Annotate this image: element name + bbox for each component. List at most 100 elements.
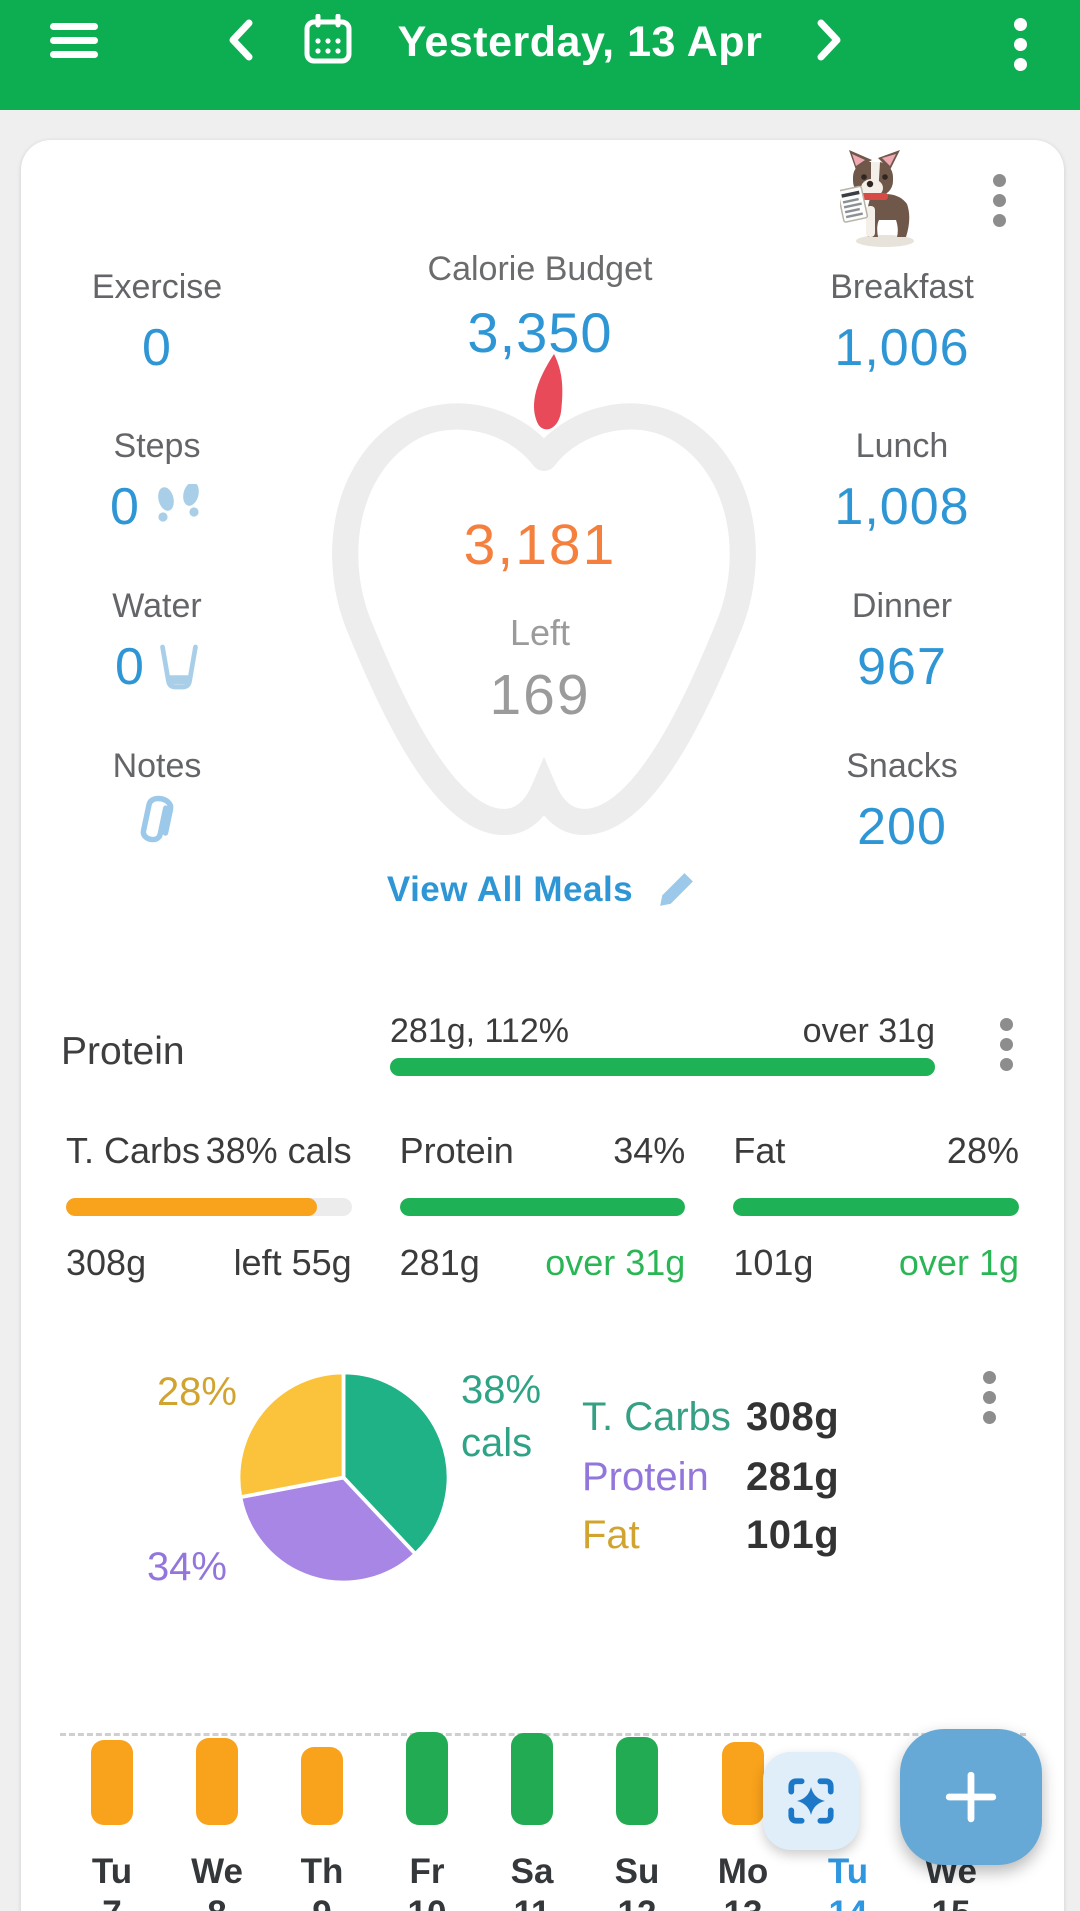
date-title[interactable]: Yesterday, 13 Apr [397, 18, 763, 66]
bar-day-we-8[interactable]: We 8 [181, 1720, 253, 1911]
bar-day-sa-11[interactable]: Sa 11 [496, 1720, 568, 1911]
day-number: 11 [496, 1894, 568, 1911]
day-label: We [191, 1852, 243, 1891]
calorie-budget-label: Calorie Budget [427, 250, 653, 288]
macro-label: Fat [733, 1130, 786, 1171]
water-glass-icon [160, 644, 198, 690]
day-number: 9 [286, 1894, 358, 1911]
legend-row-fat: Fat 101g [582, 1513, 839, 1558]
kebab-dot [1000, 1058, 1013, 1071]
calories-left-value: 169 [489, 663, 591, 727]
bar-day-tu-7[interactable]: Tu 7 [76, 1720, 148, 1911]
day-number: 13 [707, 1894, 779, 1911]
macro-status: left 55g [233, 1242, 352, 1283]
stat-value: 0 [27, 637, 287, 697]
calendar-button[interactable] [303, 13, 353, 71]
macro-bar [399, 1198, 686, 1216]
meal-label: Breakfast [830, 268, 974, 306]
day-number: 14 [812, 1894, 884, 1911]
day-number: 12 [601, 1894, 673, 1911]
next-day-button[interactable] [812, 18, 846, 67]
macro-summary-row: T. Carbs 38% cals 308g left 55g Protein … [66, 1130, 1019, 1284]
meal-value: 1,006 [834, 319, 970, 377]
kebab-dot [983, 1371, 996, 1384]
pie-icon [236, 1370, 451, 1585]
stat-label: Exercise [91, 268, 223, 306]
pie-callout-fat: 28% [156, 1370, 237, 1414]
summary-overflow-menu-button[interactable] [987, 168, 1012, 233]
calorie-budget-value[interactable]: 3,350 [467, 301, 613, 364]
legend-label: T. Carbs [582, 1395, 731, 1439]
legend-row-carbs: T. Carbs 308g [582, 1395, 839, 1440]
protein-overflow-menu-button[interactable] [994, 1012, 1019, 1077]
view-all-meals-link[interactable]: View All Meals [351, 870, 731, 910]
pie-overflow-menu-button[interactable] [977, 1365, 1002, 1430]
meal-label: Lunch [855, 427, 949, 465]
macro-amount: 281g [399, 1242, 480, 1283]
header-overflow-menu-button[interactable] [1008, 12, 1033, 77]
calorie-bar [91, 1740, 133, 1825]
meal-label: Dinner [851, 587, 953, 625]
macro-percent: 28% [946, 1130, 1019, 1171]
footprints-icon [158, 484, 199, 522]
day-number: 8 [181, 1894, 253, 1911]
kebab-dot [1014, 58, 1027, 71]
calories-consumed: 3,181 [463, 513, 617, 577]
kebab-dot [1014, 38, 1027, 51]
stat-value: 0 [27, 477, 287, 537]
macro-bar [733, 1198, 1019, 1216]
macro-pie-chart [231, 1365, 456, 1590]
legend-label: Fat [582, 1513, 640, 1557]
bar-day-fr-10[interactable]: Fr 10 [391, 1720, 463, 1911]
paperclip-icon [140, 795, 174, 843]
add-food-button[interactable] [900, 1729, 1042, 1865]
chevron-left-icon [229, 19, 253, 61]
macro-status: over 31g [545, 1242, 686, 1283]
bar-day-su-12[interactable]: Su 12 [601, 1720, 673, 1911]
meal-label: Snacks [846, 747, 958, 785]
pie-callout-carbs: 38% cals [461, 1368, 542, 1465]
macro-bar [66, 1198, 352, 1216]
macro-percent: 38% cals [205, 1130, 352, 1171]
chevron-right-icon [817, 19, 841, 61]
day-number: 7 [76, 1894, 148, 1911]
macro-protein-tile: Protein 34% 281g over 31g [399, 1130, 686, 1284]
day-label: Fr [409, 1852, 445, 1891]
bar-day-th-9[interactable]: Th 9 [286, 1720, 358, 1911]
app-header: Yesterday, 13 Apr [0, 0, 1080, 110]
kebab-dot [1000, 1018, 1013, 1031]
day-label: Sa [510, 1852, 554, 1891]
legend-value: 281g [746, 1455, 840, 1499]
pencil-edit-icon [660, 873, 694, 906]
apple-progress-icon [314, 354, 774, 836]
kebab-dot [993, 174, 1006, 187]
mascot-avatar[interactable] [837, 148, 926, 248]
legend-label: Protein [582, 1455, 709, 1499]
hamburger-icon [50, 23, 98, 58]
scan-food-button[interactable] [763, 1752, 859, 1850]
calorie-bar [722, 1742, 764, 1825]
hamburger-menu-button[interactable] [50, 22, 98, 65]
protein-progress-bar [390, 1058, 935, 1076]
macro-carbs-tile: T. Carbs 38% cals 308g left 55g [66, 1130, 352, 1284]
day-label: Mo [717, 1852, 769, 1891]
macro-amount: 101g [733, 1242, 814, 1283]
day-number: 10 [391, 1894, 463, 1911]
bar-day-tu-14[interactable]: Tu 14 [812, 1720, 884, 1911]
prev-day-button[interactable] [224, 18, 258, 67]
calorie-bar [616, 1737, 658, 1825]
kebab-dot [993, 194, 1006, 207]
stat-value: 0 [142, 319, 172, 377]
kebab-dot [983, 1391, 996, 1404]
calorie-bar [196, 1738, 238, 1825]
stat-label: Water [112, 587, 202, 625]
kebab-dot [993, 214, 1006, 227]
scan-sparkle-icon [788, 1778, 834, 1824]
macro-label: T. Carbs [66, 1130, 201, 1171]
legend-value: 101g [746, 1513, 840, 1557]
legend-row-protein: Protein 281g [582, 1455, 839, 1500]
bar-day-mo-13[interactable]: Mo 13 [707, 1720, 779, 1911]
calories-left-label: Left [509, 612, 571, 653]
plus-icon [945, 1771, 997, 1823]
calorie-bar [406, 1732, 448, 1825]
